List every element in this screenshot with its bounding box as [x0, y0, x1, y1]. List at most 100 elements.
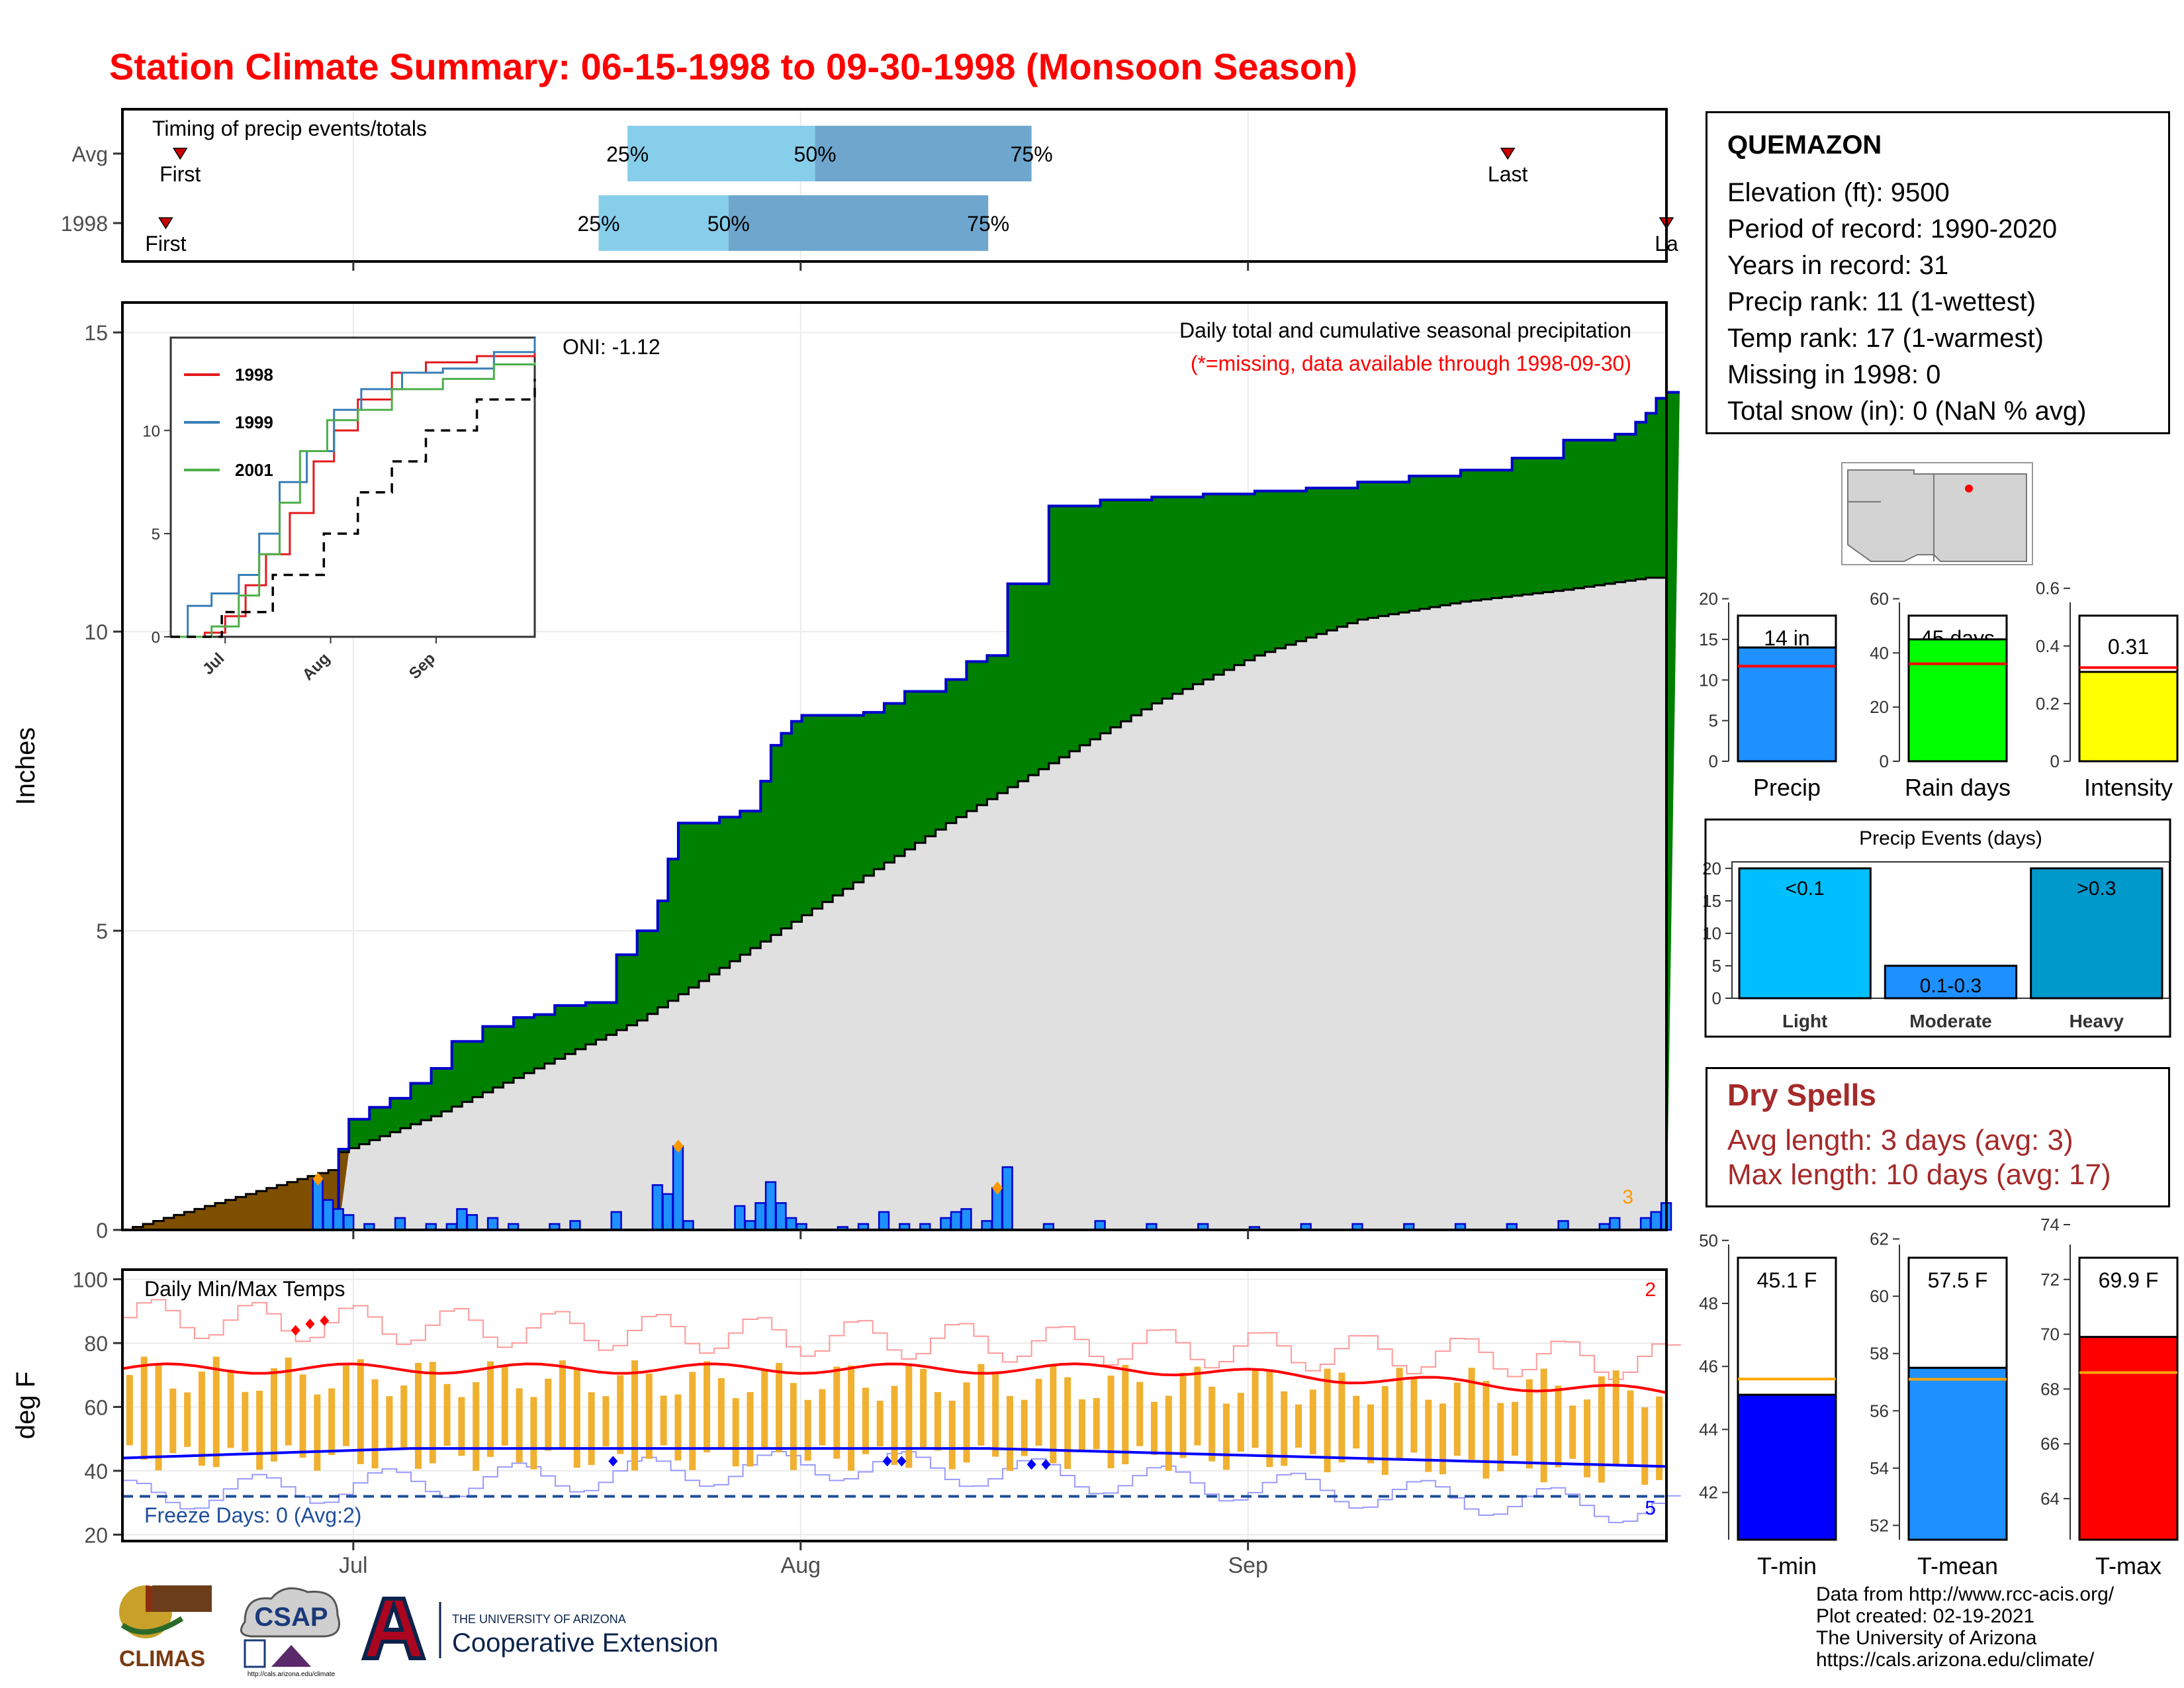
daily-precip-bar: [332, 1208, 344, 1231]
temp-min-label-box: [1737, 1256, 1837, 1396]
daily-temp-bar: [1439, 1403, 1447, 1475]
temp-min-category-label: T-min: [1757, 1552, 1817, 1579]
daily-temp-bar: [530, 1397, 537, 1470]
credit-line-3: The University of Arizona: [1816, 1627, 2037, 1649]
daily-temp-bar: [1324, 1368, 1331, 1473]
daily-temp-bar: [1410, 1376, 1418, 1453]
rain-days-y-tick-label: 40: [1870, 643, 1889, 663]
events-bar-label: >0.3: [2077, 878, 2116, 900]
daily-temp-bar: [790, 1383, 797, 1470]
timing-label-75: 75%: [967, 212, 1009, 236]
daily-precip-bar: [1609, 1217, 1621, 1231]
daily-temp-bar: [126, 1375, 133, 1446]
daily-temp-bar: [1281, 1391, 1288, 1466]
temp-mean-y-tick-label: 54: [1870, 1458, 1889, 1478]
daily-temp-bar: [386, 1396, 393, 1450]
events-category-label: Moderate: [1909, 1011, 1991, 1031]
daily-precip-bar: [950, 1211, 962, 1231]
deficit-precip-area: [122, 1152, 349, 1230]
daily-temp-bar: [1064, 1377, 1071, 1470]
rain-days-value-label: 45 days: [1921, 626, 1995, 650]
daily-temp-bar: [1194, 1366, 1201, 1446]
temp-max-value-label: 69.9 F: [2099, 1268, 2159, 1292]
daily-temp-bar: [1512, 1401, 1519, 1456]
daily-temp-bar: [1612, 1370, 1619, 1464]
daily-temp-bar: [689, 1372, 696, 1470]
precip-total-y-tick-label: 0: [1709, 751, 1718, 771]
temp-max-y-tick-label: 70: [2040, 1325, 2060, 1344]
temp-min-y-tick-label: 50: [1699, 1231, 1718, 1250]
events-y-tick-label: 5: [1712, 956, 1721, 976]
daily-temp-bar: [184, 1392, 191, 1447]
daily-temp-bar: [140, 1356, 148, 1460]
daily-temp-bar: [1656, 1396, 1663, 1480]
temp-mean-bar: [1907, 1366, 2008, 1541]
observed-cumulative-line: [122, 391, 1680, 1231]
avg-max-temp-line: [122, 1362, 1667, 1394]
daily-precip-bar: [1650, 1211, 1662, 1231]
daily-precip-bar: [456, 1208, 468, 1231]
daily-temp-bar: [1165, 1395, 1172, 1471]
inset-y-tick-label: 5: [152, 526, 160, 543]
daily-temp-bar: [1425, 1399, 1432, 1472]
credit-line-1: Data from http://www.rcc-acis.org/: [1816, 1583, 2115, 1605]
temp-max-y-tick-label: 72: [2040, 1270, 2060, 1289]
temp-max-bar: [2078, 1336, 2179, 1541]
timing-first-marker: [158, 217, 173, 230]
record-low-marker: [1026, 1459, 1036, 1470]
daily-temp-bar: [545, 1378, 552, 1451]
daily-temp-bar: [891, 1385, 898, 1465]
average-precip-area: [122, 577, 1666, 1230]
credit-line-4: https://cals.arizona.edu/climate/: [1816, 1649, 2095, 1671]
daily-temp-bar: [458, 1397, 465, 1456]
daily-temp-bar: [242, 1391, 249, 1452]
climas-logo-text: CLIMAS: [119, 1646, 205, 1671]
daily-temp-bar: [876, 1401, 884, 1447]
daily-temp-bar: [400, 1385, 408, 1450]
daily-temp-bar: [573, 1369, 580, 1468]
daily-temp-bar: [1136, 1382, 1144, 1446]
daily-temp-bar: [1295, 1404, 1302, 1448]
daily-temp-bar: [516, 1388, 523, 1463]
precip-marker: [992, 1181, 1003, 1195]
daily-precip-bar: [734, 1205, 746, 1231]
temp-max-category-label: T-max: [2095, 1552, 2161, 1579]
daily-temp-bar: [732, 1398, 739, 1467]
record-low-marker: [608, 1456, 618, 1467]
inset-legend-label: 1999: [235, 412, 273, 432]
precip-y-tick-label: 15: [84, 321, 108, 345]
daily-temp-bar: [1641, 1407, 1649, 1485]
intensity-y-tick-label: 0: [2050, 751, 2060, 771]
timing-panel-border: [121, 108, 1668, 263]
inset-series-line: [171, 362, 536, 638]
record-high-marker: [305, 1319, 315, 1329]
precip-total-bar: [1737, 646, 1837, 763]
daily-precip-bar: [662, 1193, 674, 1231]
temp-min-y-tick-label: 44: [1699, 1419, 1718, 1439]
daily-temp-bar: [1208, 1386, 1216, 1462]
daily-precip-bar: [322, 1199, 334, 1231]
daily-precip-bar: [651, 1184, 664, 1231]
daily-precip-bar: [1001, 1166, 1013, 1231]
daily-temp-bar: [1078, 1399, 1085, 1450]
dry-spells-avg-length: Avg length: 3 days (avg: 3): [1727, 1124, 2073, 1156]
daily-precip-bar: [569, 1220, 581, 1231]
daily-precip-bar: [744, 1220, 756, 1231]
daily-temp-bar: [717, 1378, 725, 1448]
daily-precip-bar: [312, 1178, 324, 1231]
timing-row-label: Avg: [71, 142, 108, 166]
daily-temp-bar: [314, 1394, 321, 1471]
precip-total-label-box: [1737, 614, 1837, 649]
daily-temp-bar: [270, 1368, 277, 1462]
csap-logo-url: http://cals.arizona.edu/climate: [248, 1671, 336, 1678]
avg-min-temp-line: [122, 1447, 1667, 1468]
intensity-value-unit: in/day: [2100, 668, 2156, 692]
daily-temp-bar: [1251, 1370, 1259, 1448]
daily-temp-bar: [1150, 1401, 1158, 1455]
daily-temp-bar: [1107, 1376, 1115, 1469]
intensity-label-box: [2078, 614, 2179, 673]
precip-panel-subtitle: (*=missing, data available through 1998-…: [1191, 352, 1631, 375]
daily-temp-bar: [285, 1357, 292, 1446]
temp-max-label-box: [2078, 1256, 2179, 1338]
timing-label-50: 50%: [794, 142, 837, 166]
